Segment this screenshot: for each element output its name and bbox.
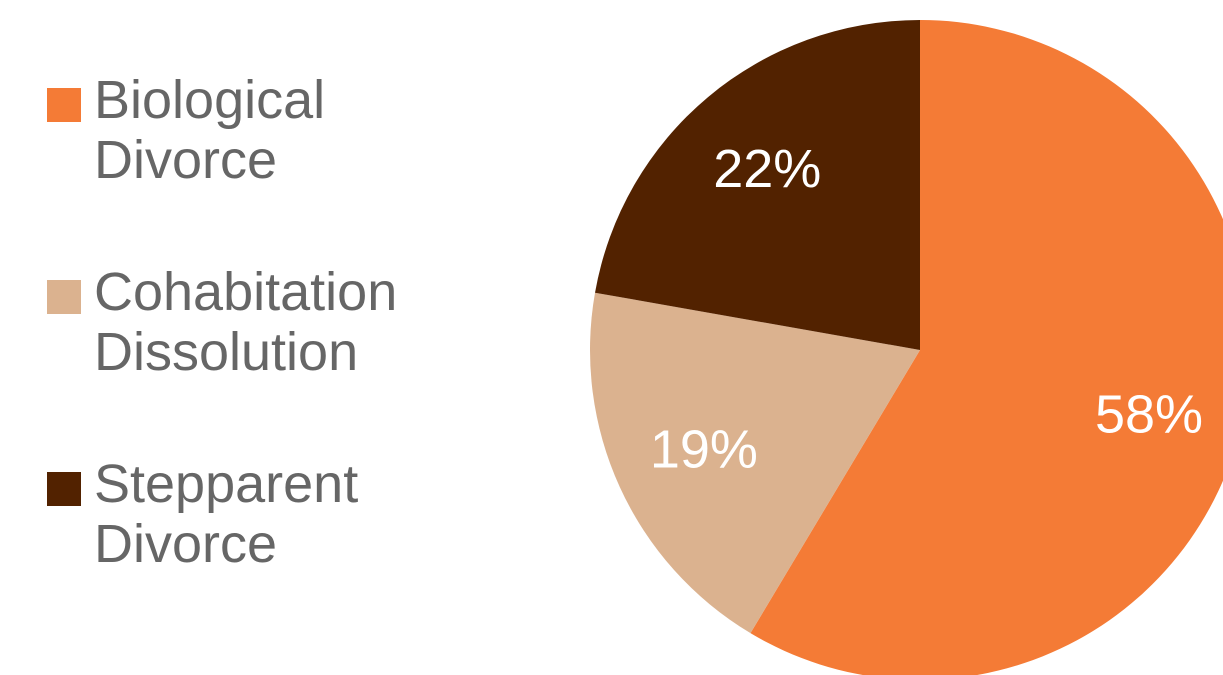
legend-label-biological-divorce: Biological Divorce <box>94 70 554 190</box>
legend-label-line-1: Cohabitation <box>94 262 398 322</box>
legend-swatch-cohabitation-dissolution <box>47 280 81 314</box>
legend: Biological Divorce Cohabitation Dissolut… <box>0 0 560 675</box>
pie-slice-cohabitation-dissolution <box>590 292 920 634</box>
legend-label-line-2: Dissolution <box>94 322 359 382</box>
legend-label-stepparent-divorce: Stepparent Divorce <box>94 454 554 574</box>
legend-label-line-1: Stepparent <box>94 454 359 514</box>
pie-slice-biological-divorce <box>750 20 1223 675</box>
pie-slices <box>590 20 1223 675</box>
legend-label-cohabitation-dissolution: Cohabitation Dissolution <box>94 262 554 382</box>
pie-slice-labels: 58% 19% 22% <box>650 139 1203 480</box>
data-label-stepparent-divorce: 22% <box>713 139 821 199</box>
legend-label-line-1: Biological <box>94 70 326 130</box>
data-label-cohabitation-dissolution: 19% <box>650 420 758 480</box>
pie-slice-stepparent-divorce <box>595 20 920 350</box>
legend-label-line-2: Divorce <box>94 130 278 190</box>
data-label-biological-divorce: 58% <box>1095 384 1203 444</box>
legend-label-line-2: Divorce <box>94 514 278 574</box>
legend-swatch-biological-divorce <box>47 88 81 122</box>
legend-swatch-stepparent-divorce <box>47 472 81 506</box>
